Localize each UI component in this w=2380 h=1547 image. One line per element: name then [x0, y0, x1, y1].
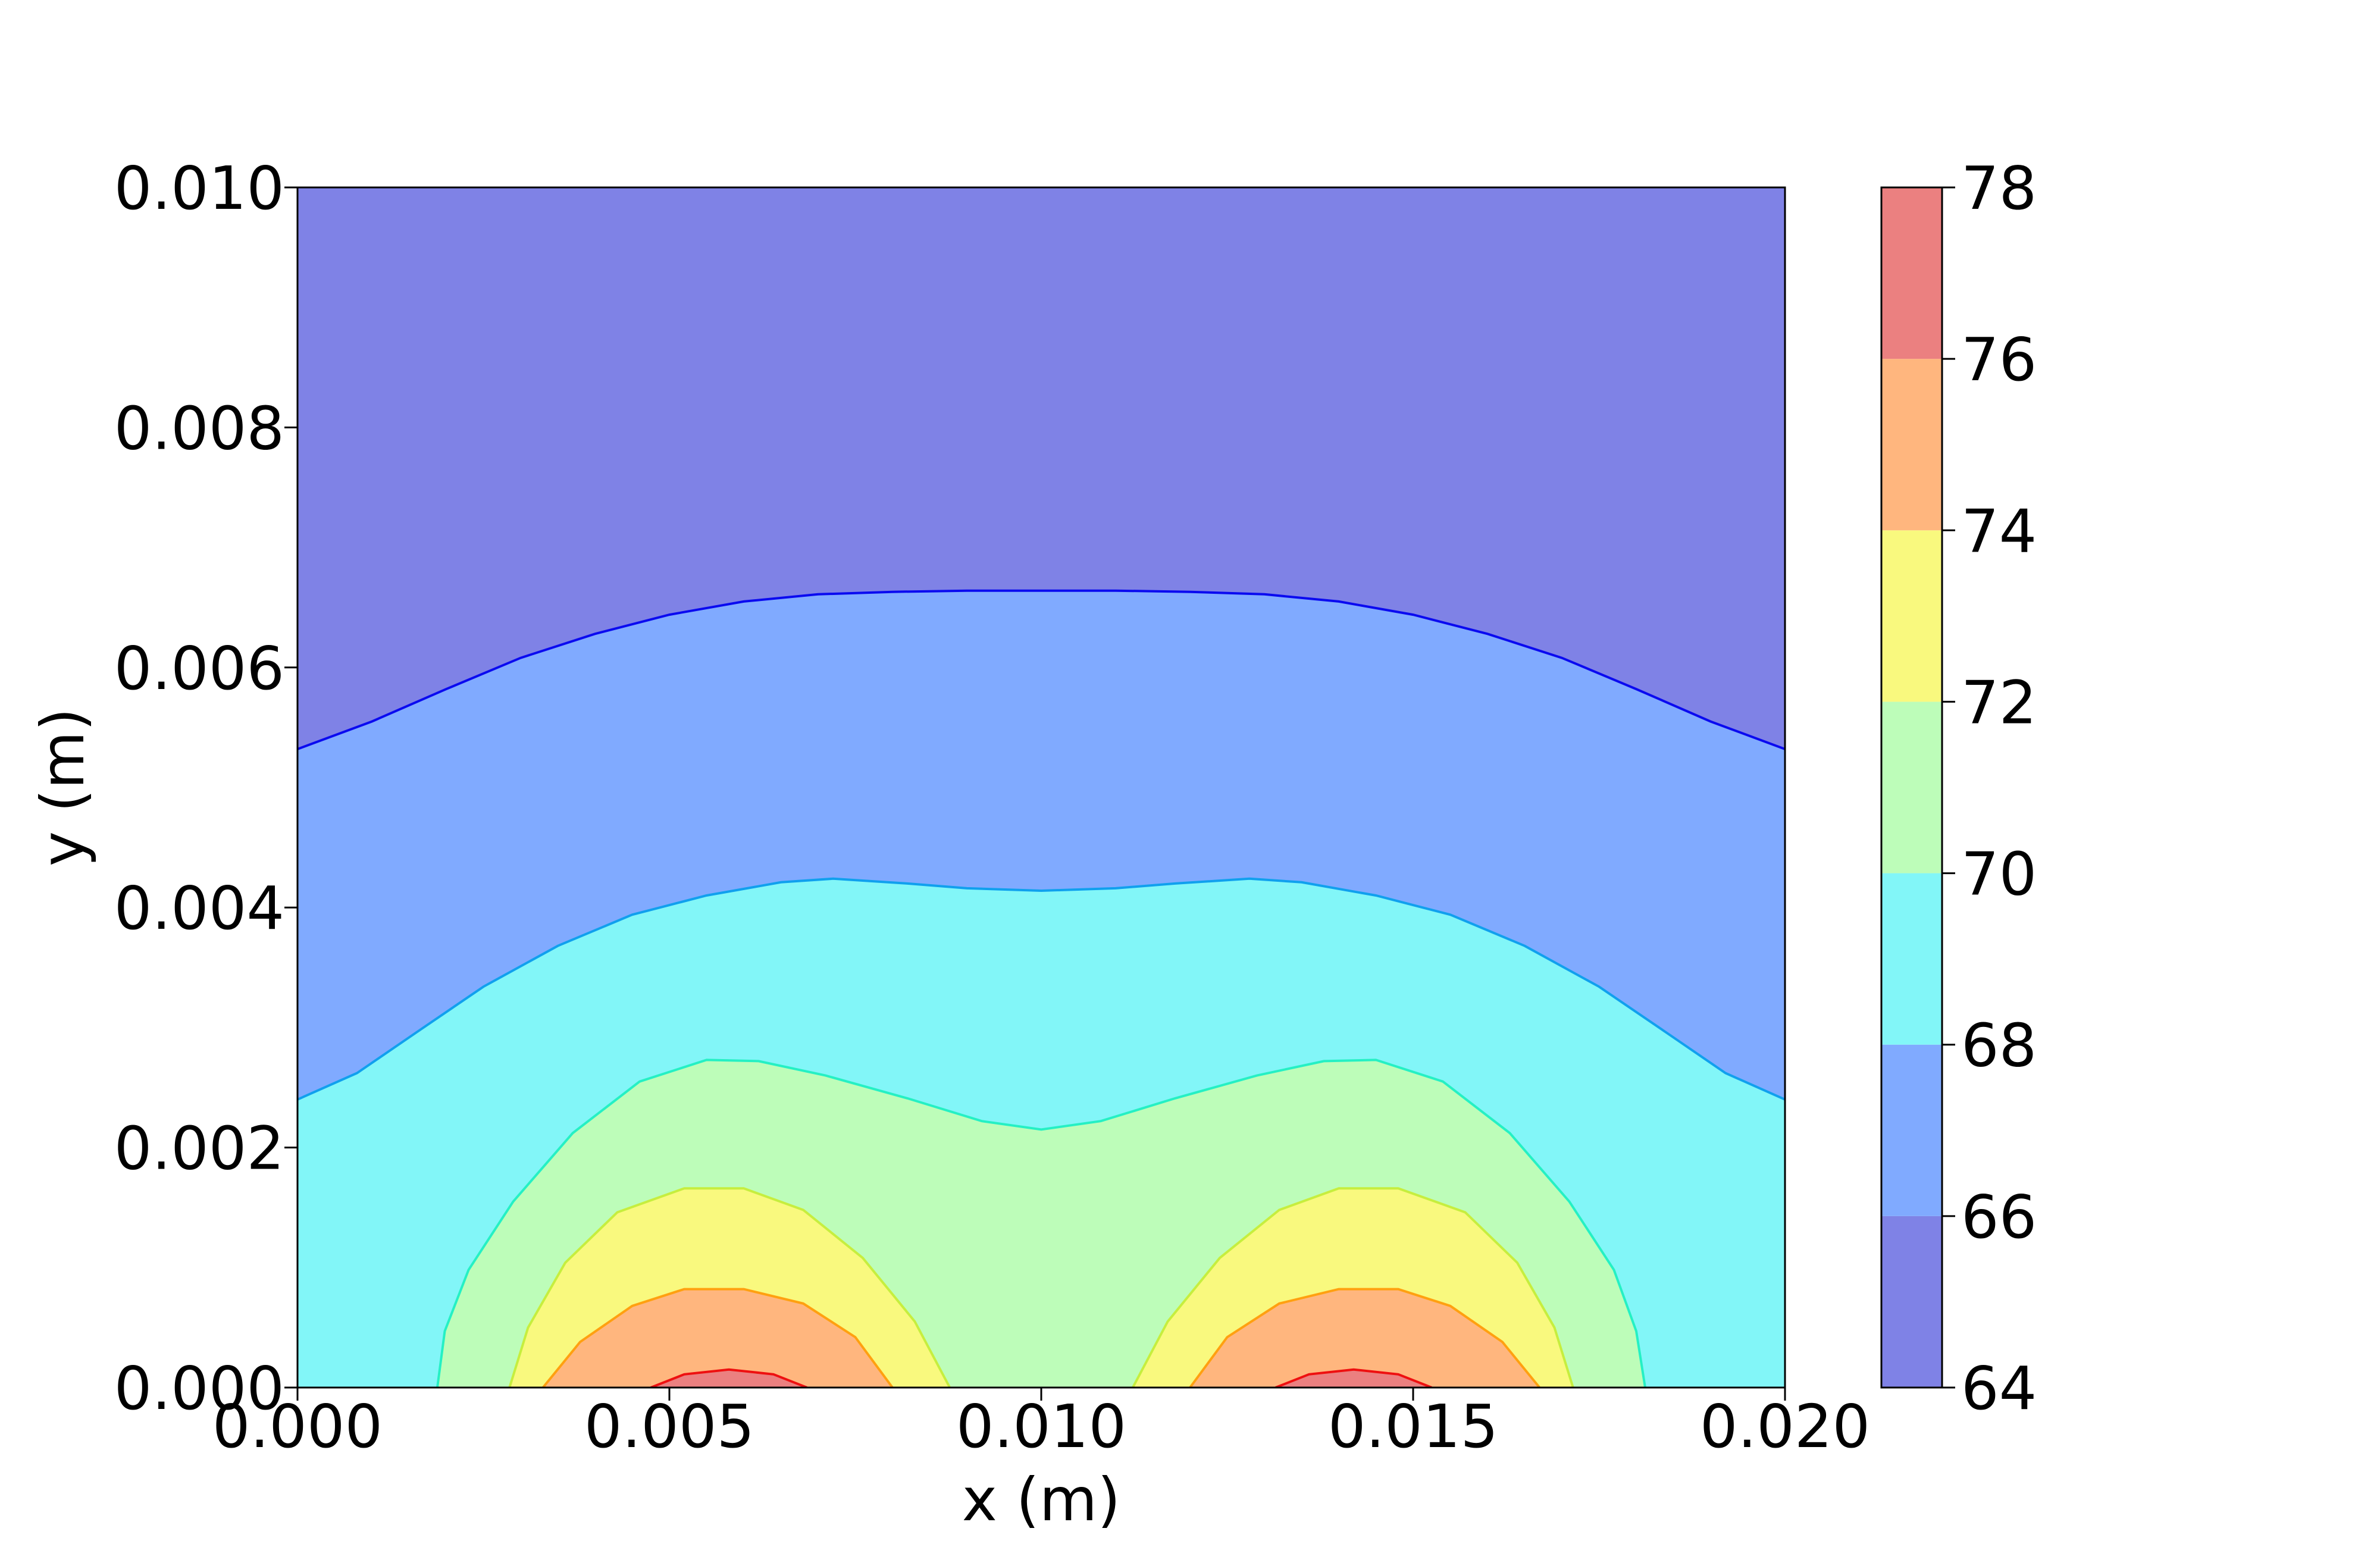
colorbar-band-64	[1881, 1216, 1942, 1388]
contour-line-76	[650, 1368, 808, 1388]
y-tick-label: 0.004	[114, 873, 284, 943]
colorbar-frame	[1880, 186, 1943, 1389]
contour-line-68	[298, 877, 1785, 1101]
contour-line-74	[541, 1288, 894, 1388]
colorbar-tick-label: 64	[1961, 1354, 2037, 1423]
colorbar-tick-label: 78	[1961, 154, 2037, 223]
contour-line-70	[436, 1059, 1646, 1388]
contour-line-74	[1189, 1288, 1541, 1388]
colorbar-tick-label: 76	[1961, 325, 2037, 394]
x-tick-label: 0.005	[584, 1392, 754, 1461]
x-axis: 0.000 0.005 0.010 0.015 0.020	[212, 1388, 1870, 1461]
colorbar-band-68	[1881, 873, 1942, 1045]
colorbar: 64 66 68 70 72 74 76 78	[1880, 154, 2037, 1423]
contour-band-74	[543, 1289, 892, 1388]
contour-line-66	[298, 589, 1785, 750]
colorbar-band-76	[1881, 187, 1942, 359]
x-tick-label: 0.020	[1700, 1392, 1870, 1461]
contour-line-72	[1132, 1187, 1574, 1388]
x-axis-title: x (m)	[962, 1465, 1120, 1535]
y-tick-label: 0.006	[114, 634, 284, 703]
plot-area	[298, 187, 1785, 1388]
colorbar-band-74	[1881, 359, 1942, 531]
y-tick-label: 0.010	[114, 154, 284, 223]
colorbar-tick-label: 68	[1961, 1011, 2037, 1081]
colorbar-tick-label: 66	[1961, 1182, 2037, 1252]
y-axis-title: y (m)	[28, 708, 98, 866]
colorbar-band-72	[1881, 530, 1942, 702]
colorbar-band-70	[1881, 702, 1942, 873]
contour-line-76	[1275, 1368, 1433, 1388]
x-tick-label: 0.000	[212, 1392, 383, 1461]
y-axis: 0.000 0.002 0.004 0.006 0.008 0.010	[114, 154, 298, 1423]
y-tick-label: 0.000	[114, 1354, 284, 1423]
colorbar-tick-label: 70	[1961, 840, 2037, 909]
y-tick-label: 0.008	[114, 393, 284, 463]
colorbar-band-66	[1881, 1044, 1942, 1216]
y-tick-label: 0.002	[114, 1114, 284, 1183]
contour-band-74	[1190, 1289, 1540, 1388]
colorbar-tick-label: 74	[1961, 496, 2037, 566]
contour-line-72	[508, 1187, 951, 1388]
x-tick-label: 0.015	[1328, 1392, 1498, 1461]
x-tick-label: 0.010	[956, 1392, 1126, 1461]
colorbar-tick-label: 72	[1961, 668, 2037, 737]
